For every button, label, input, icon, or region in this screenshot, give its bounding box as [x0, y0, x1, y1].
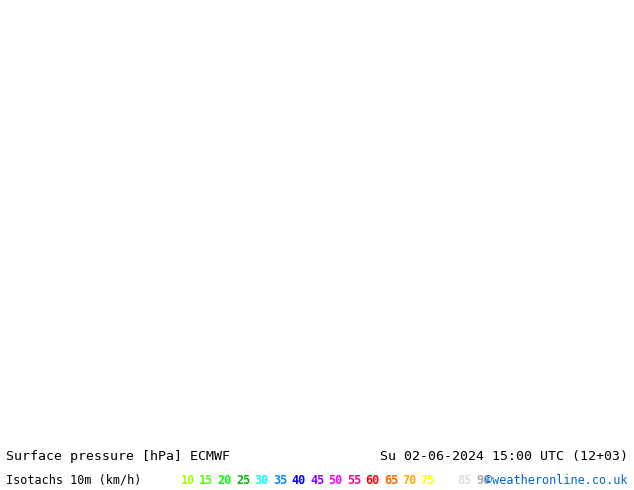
Text: 55: 55: [347, 474, 361, 487]
Text: Isotachs 10m (km/h): Isotachs 10m (km/h): [6, 474, 142, 487]
Text: 10: 10: [181, 474, 195, 487]
Text: 20: 20: [217, 474, 232, 487]
Text: 35: 35: [273, 474, 287, 487]
Text: 30: 30: [254, 474, 269, 487]
Text: 50: 50: [328, 474, 342, 487]
Text: 90: 90: [476, 474, 490, 487]
Text: 85: 85: [458, 474, 472, 487]
Text: 65: 65: [384, 474, 398, 487]
Text: 25: 25: [236, 474, 250, 487]
Text: 70: 70: [402, 474, 417, 487]
Text: 15: 15: [199, 474, 214, 487]
Text: Su 02-06-2024 15:00 UTC (12+03): Su 02-06-2024 15:00 UTC (12+03): [380, 450, 628, 464]
Text: Surface pressure [hPa] ECMWF: Surface pressure [hPa] ECMWF: [6, 450, 230, 464]
Text: 40: 40: [292, 474, 306, 487]
Text: 75: 75: [421, 474, 435, 487]
Text: 80: 80: [439, 474, 453, 487]
Text: ©weatheronline.co.uk: ©weatheronline.co.uk: [485, 474, 628, 487]
Text: 60: 60: [365, 474, 380, 487]
Text: 45: 45: [310, 474, 324, 487]
